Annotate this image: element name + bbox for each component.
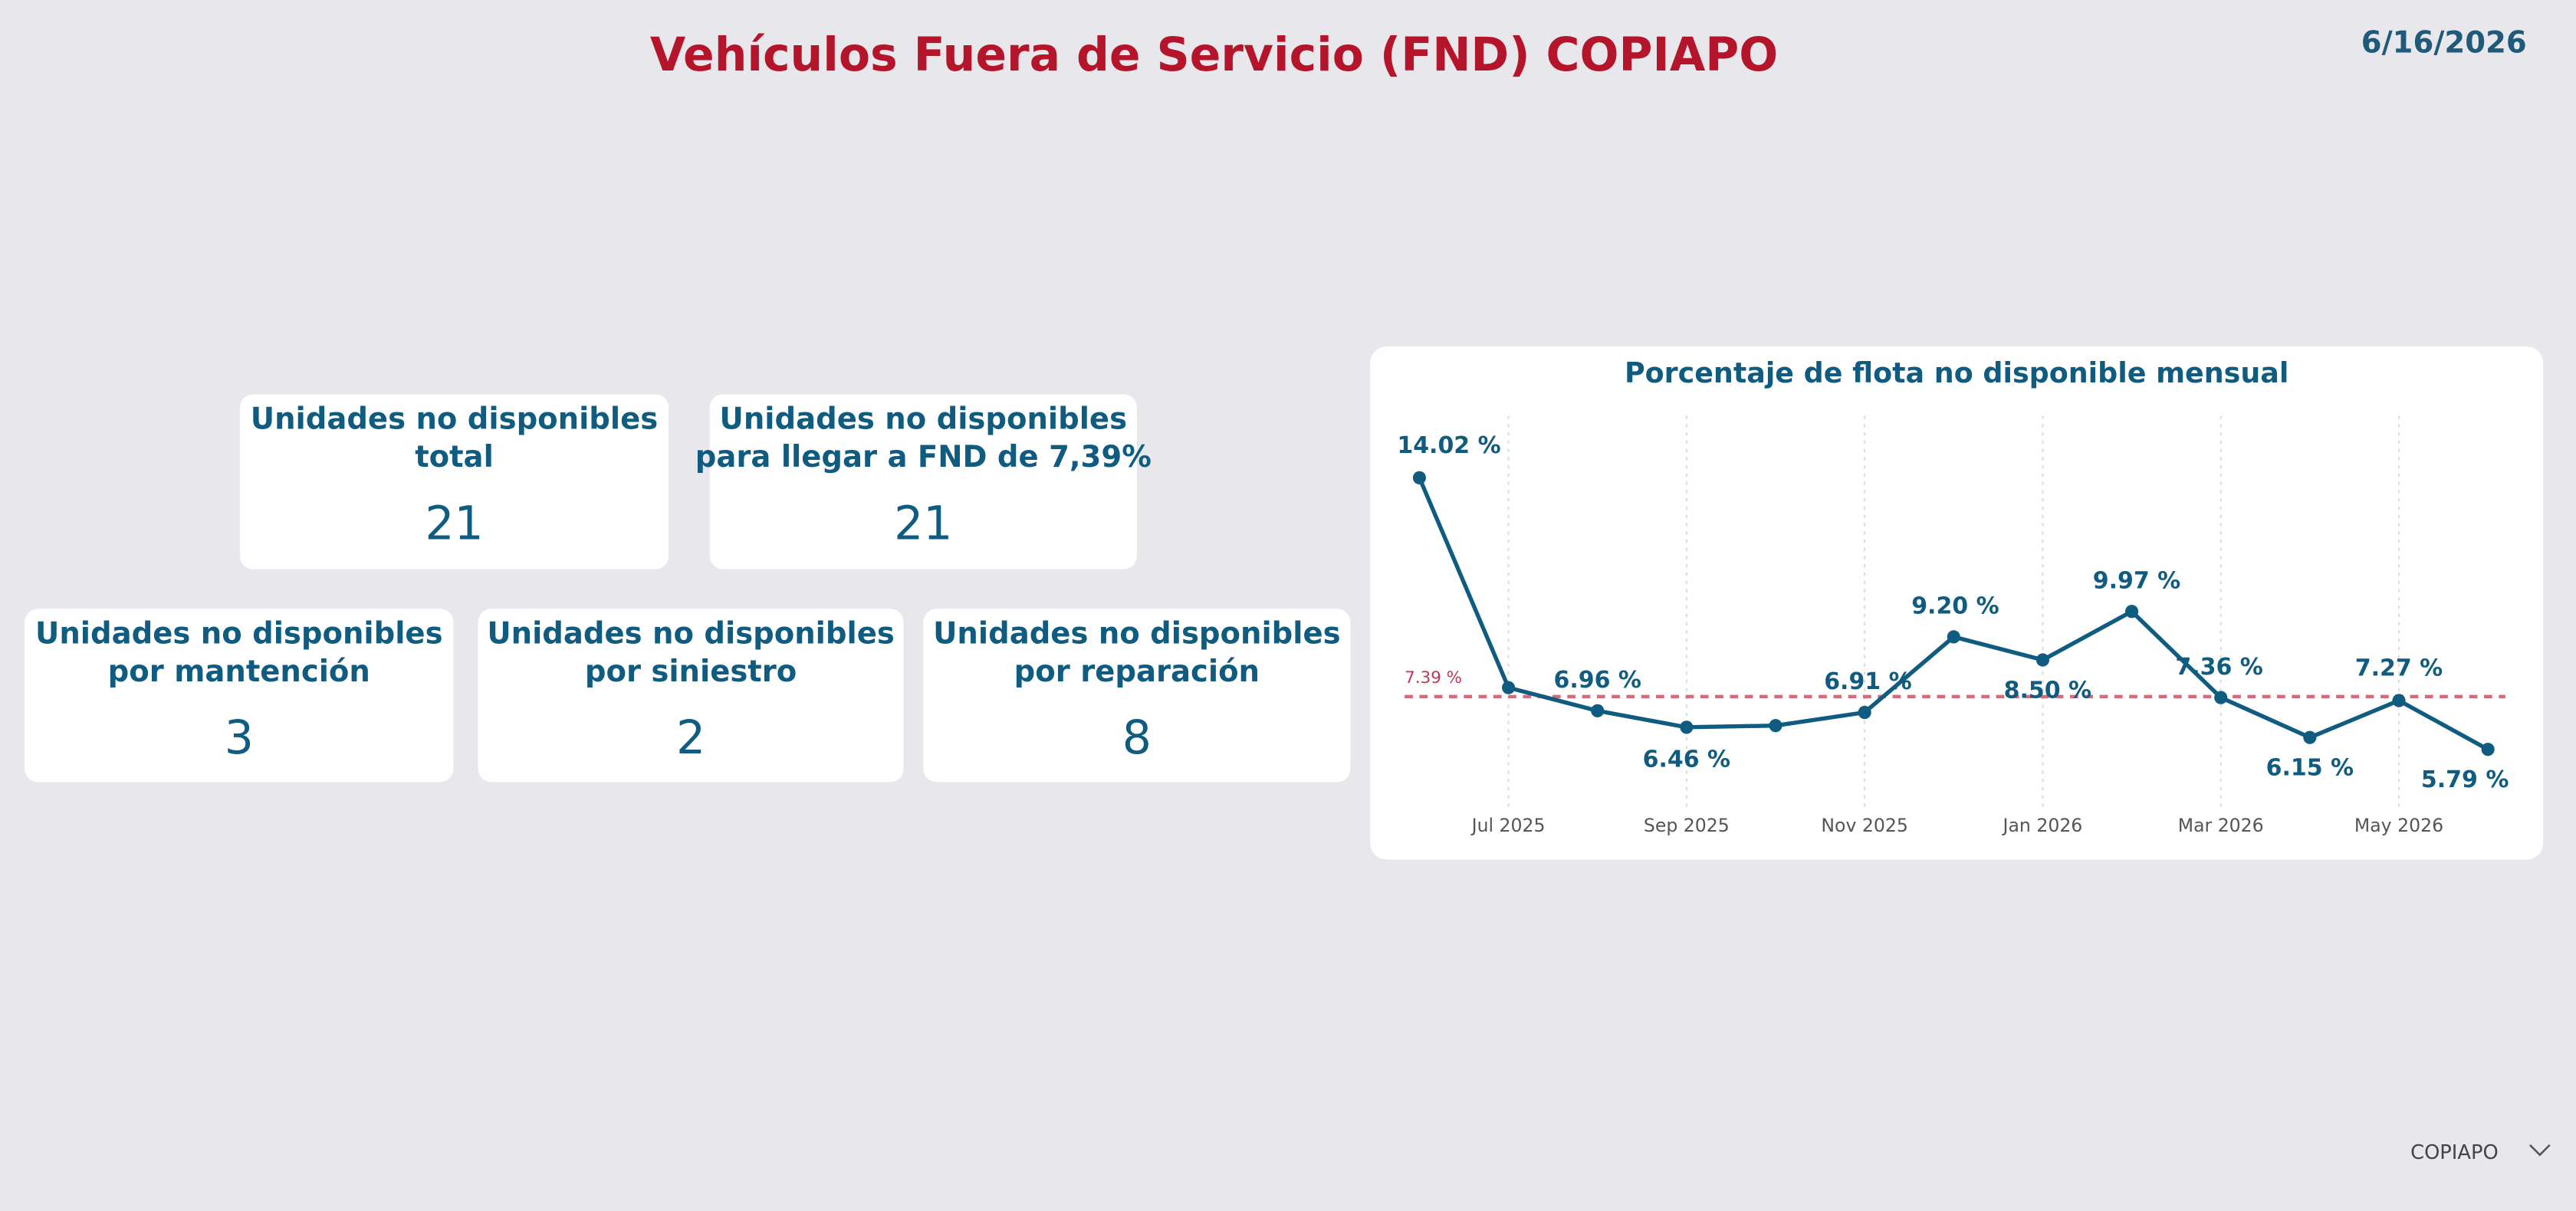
kpi-title: Unidades no disponibles: [720, 402, 1127, 436]
chevron[interactable]: [2529, 1144, 2551, 1157]
chart-title: Porcentaje de flota no disponible mensua…: [1625, 356, 2288, 389]
data-label: 6.15 %: [2266, 755, 2354, 782]
kpi-title: para llegar a FND de 7,39%: [695, 440, 1152, 474]
data-point: [2125, 605, 2139, 619]
x-tick-label: Mar 2026: [2178, 815, 2264, 836]
kpi-value: 2: [676, 711, 705, 765]
kpi-title: total: [415, 440, 494, 474]
date: 6/16/2026: [2361, 26, 2527, 61]
data-point: [2036, 653, 2049, 667]
x-tick-label: Jul 2025: [1470, 815, 1546, 836]
filter-label[interactable]: COPIAPO: [2410, 1141, 2499, 1164]
kpi-title: Unidades no disponibles: [933, 616, 1340, 651]
kpi-value: 21: [425, 497, 483, 550]
data-label: 6.96 %: [1553, 667, 1641, 694]
kpi-title: por mantención: [108, 655, 370, 689]
data-label: 6.91 %: [1824, 668, 1911, 695]
data-point: [2481, 743, 2495, 756]
page-title: Vehículos Fuera de Servicio (FND) COPIAP…: [650, 28, 1778, 82]
data-label: 7.27 %: [2355, 655, 2443, 682]
data-point: [1858, 705, 1871, 720]
kpi-card: [25, 609, 454, 783]
data-point: [1502, 681, 1516, 694]
kpi-title: por siniestro: [585, 655, 797, 689]
data-label: 9.97 %: [2093, 567, 2180, 594]
data-point: [1769, 719, 1783, 733]
data-label: 9.20 %: [1911, 593, 1999, 620]
kpi-value: 21: [894, 497, 952, 550]
chart-card: [1370, 346, 2544, 860]
data-point: [2303, 730, 2317, 744]
data-label: 6.46 %: [1643, 746, 1730, 773]
kpi-value: 8: [1122, 711, 1152, 765]
region-filter[interactable]: COPIAPO: [2410, 1141, 2551, 1164]
x-tick-label: Sep 2025: [1644, 815, 1730, 836]
kpi-card: [239, 394, 669, 569]
data-point: [1412, 471, 1426, 484]
kpi-title: Unidades no disponibles: [35, 616, 442, 651]
data-label: 8.50 %: [2004, 677, 2091, 704]
kpi-card: [923, 609, 1351, 783]
kpi-title: por reparación: [1014, 655, 1260, 689]
data-label: 14.02 %: [1397, 432, 1500, 459]
kpi-card: [709, 394, 1137, 569]
reference-label: 7.39 %: [1405, 668, 1462, 688]
data-point: [1591, 704, 1605, 717]
kpi-value: 3: [225, 711, 254, 765]
data-point: [1680, 720, 1694, 734]
x-tick-label: Jan 2026: [2002, 815, 2083, 836]
x-tick-label: May 2026: [2354, 815, 2443, 836]
data-label: 7.36 %: [2175, 654, 2262, 681]
data-point: [1947, 630, 1960, 644]
data-point: [2392, 694, 2406, 707]
kpi-card: [478, 609, 904, 783]
data-point: [2214, 691, 2228, 704]
kpi-title: Unidades no disponibles: [487, 616, 894, 651]
data-label: 5.79 %: [2421, 766, 2509, 793]
x-tick-label: Nov 2025: [1821, 815, 1907, 836]
kpi-title: Unidades no disponibles: [251, 402, 658, 436]
